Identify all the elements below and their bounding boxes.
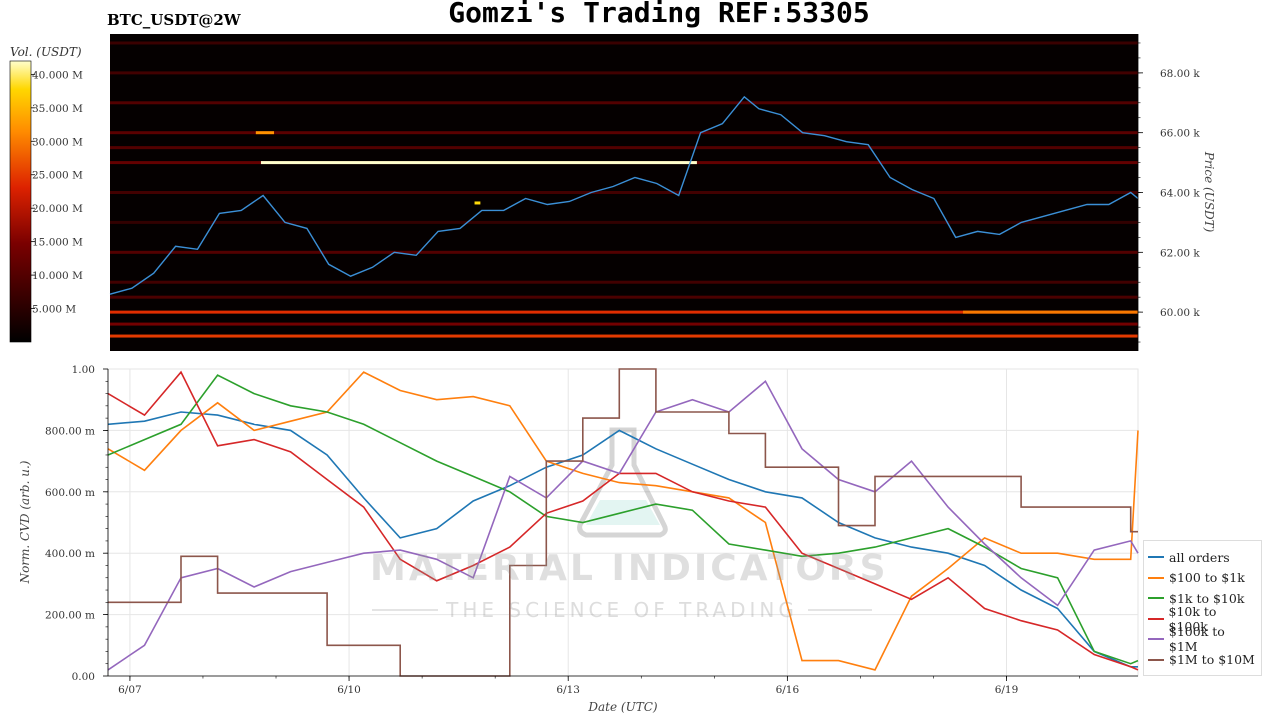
legend-label: $1k to $10k xyxy=(1169,590,1245,606)
legend-swatch xyxy=(1148,597,1164,600)
price-tick-label: 68.00 k xyxy=(1160,68,1200,80)
pair-label: BTC_USDT@2W xyxy=(107,11,241,29)
highlight-levels xyxy=(255,131,1138,314)
legend-label: $10k to $100k xyxy=(1168,603,1217,634)
legend-item: $100k to $1M xyxy=(1148,624,1257,654)
chart-title: Gomzi's Trading REF:53305 xyxy=(448,0,870,29)
colorbar-tick-label: 25.000 M xyxy=(32,170,83,182)
legend-swatch xyxy=(1148,638,1164,641)
legend-swatch xyxy=(1148,556,1164,559)
price-tick-label: 64.00 k xyxy=(1160,188,1200,200)
price-tick-label: 60.00 k xyxy=(1160,307,1200,319)
price-tick-label: 62.00 k xyxy=(1160,247,1200,259)
colorbar-tick-label: 35.000 M xyxy=(32,103,83,115)
cvd-x-axis: 6/07 6/10 6/13 6/16 6/19 xyxy=(108,675,1138,696)
legend-label: all orders xyxy=(1169,549,1230,565)
volume-level xyxy=(110,41,1138,45)
cvd-x-axis-label: Date (UTC) xyxy=(587,700,657,714)
volume-level xyxy=(110,322,1138,326)
highlight-level xyxy=(963,310,1138,314)
colorbar-tick-label: 30.000 M xyxy=(32,136,83,148)
colorbar xyxy=(9,60,32,343)
price-tick-label: 66.00 k xyxy=(1160,128,1200,140)
volume-level xyxy=(110,131,1138,135)
volume-level xyxy=(110,295,1138,299)
cvd-y-tick-label: 600.00 m xyxy=(45,487,95,499)
volume-level xyxy=(110,334,1138,338)
cvd-x-tick-label: 6/19 xyxy=(995,684,1019,696)
cvd-series-line xyxy=(108,368,1138,677)
cvd-y-tick-label: 1.00 xyxy=(72,364,95,376)
colorbar-tick-label: 40.000 M xyxy=(32,69,83,81)
cvd-x-tick-label: 6/16 xyxy=(776,684,800,696)
legend-label: $1M to $10M xyxy=(1169,652,1255,668)
volume-level xyxy=(110,101,1138,105)
cvd-plot-area xyxy=(107,368,1139,677)
cvd-y-axis: 1.00 800.00 m 600.00 m 400.00 m 200.00 m 0.00 xyxy=(45,364,109,683)
legend-item: $100 to $1k xyxy=(1148,568,1257,589)
watermark-subtext: THE SCIENCE OF TRADING xyxy=(446,598,798,622)
cvd-y-tick-label: 200.00 m xyxy=(45,610,95,622)
legend-swatch xyxy=(1148,576,1164,579)
legend-swatch xyxy=(1148,658,1164,661)
cvd-series-line xyxy=(107,411,1138,668)
cvd-series-line xyxy=(107,370,1139,671)
legend-label: $100 to $1k xyxy=(1169,570,1245,586)
cvd-y-tick-label: 800.00 m xyxy=(45,425,95,437)
legend-item: $10k to $100k xyxy=(1148,604,1257,634)
colorbar-ticks: 40.000 M 35.000 M 30.000 M 25.000 M 20.000 M… xyxy=(31,69,83,316)
cvd-y-tick-label: 0.00 xyxy=(72,671,95,683)
price-axis: 68.00 k 66.00 k 64.00 k 62.00 k 60.00 k xyxy=(1137,34,1200,351)
legend-item: all orders xyxy=(1148,547,1257,568)
volume-level xyxy=(110,220,1138,224)
cvd-y-tick-label: 400.00 m xyxy=(45,548,95,560)
colorbar-tick-label: 20.000 M xyxy=(32,203,83,215)
volume-level xyxy=(110,146,1138,150)
volume-level xyxy=(110,250,1138,254)
cvd-y-axis-label: Norm. CVD (arb. u.) xyxy=(18,460,32,584)
colorbar-label: Vol. (USDT) xyxy=(10,45,82,59)
highlight-level xyxy=(255,131,275,135)
colorbar-tick-label: 10.000 M xyxy=(32,270,83,282)
legend-label: $100k to $1M xyxy=(1168,624,1225,655)
watermark-text: MATERIAL INDICATORS xyxy=(370,548,889,589)
colorbar-tick-label: 15.000 M xyxy=(32,237,83,249)
colorbar-tick-label: 5.000 M xyxy=(32,304,76,316)
cvd-x-tick-label: 6/13 xyxy=(556,684,580,696)
volume-level xyxy=(110,310,1138,314)
cvd-x-tick-label: 6/07 xyxy=(118,684,142,696)
cvd-series-line xyxy=(107,380,1139,671)
cvd-lines xyxy=(107,368,1139,677)
legend-item: $1k to $10k xyxy=(1148,588,1257,609)
volume-level xyxy=(110,71,1138,75)
price-line xyxy=(109,95,1139,295)
highlight-level xyxy=(260,161,697,165)
cvd-x-tick-label: 6/10 xyxy=(337,684,361,696)
highlight-level xyxy=(474,201,481,205)
volume-level xyxy=(110,280,1138,284)
legend-item: $1M to $10M xyxy=(1148,650,1257,671)
heatmap-panel xyxy=(109,34,1139,351)
legend: all orders $100 to $1k $1k to $10k $10k to … xyxy=(1143,540,1262,676)
legend-swatch xyxy=(1148,617,1164,620)
price-axis-label: Price (USDT) xyxy=(1202,151,1216,233)
volume-level xyxy=(110,191,1138,194)
cvd-series-line xyxy=(107,371,1139,671)
